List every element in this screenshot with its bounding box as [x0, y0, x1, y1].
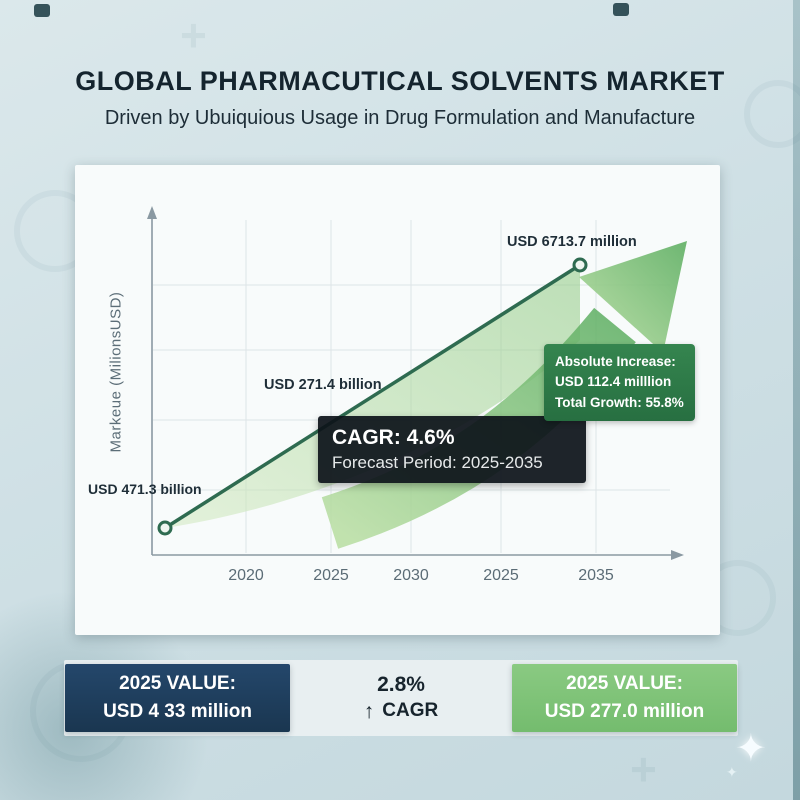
cagr-value: CAGR: 4.6%	[332, 426, 455, 449]
cagr-badge: CAGR: 4.6% Forecast Period: 2025-2035	[318, 416, 586, 483]
y-axis-label: Markeue (MilionsUSD)	[107, 291, 125, 453]
x-tick: 2025	[483, 567, 519, 584]
value-box-2025-right: 2025 VALUE: USD 277.0 million	[512, 664, 737, 732]
increase-value: USD 112.4 milllion	[555, 374, 672, 390]
chart-axes	[147, 206, 684, 560]
start-marker	[157, 520, 173, 536]
trend-line	[164, 263, 581, 530]
header: GLOBAL PHARMACUTICAL SOLVENTS MARKET Dri…	[0, 66, 800, 130]
up-arrow-icon: ↑	[363, 700, 375, 723]
sparkle-icon-small: ✦	[726, 764, 738, 780]
end-value-label: USD 6713.7 million	[507, 234, 637, 250]
total-growth: Total Growth: 55.8%	[555, 394, 684, 410]
x-tick: 2020	[228, 567, 264, 584]
cagr-label: CAGR	[382, 700, 439, 722]
left-box-label: 2025 VALUE:	[119, 673, 236, 695]
footer-cagr-center: 2.8% ↑ CAGR	[290, 664, 512, 732]
right-box-value: USD 277.0 million	[544, 701, 705, 722]
corner-ornament	[34, 4, 50, 17]
background-doodle: +	[180, 9, 207, 61]
x-tick: 2025	[313, 567, 349, 584]
edge-strip	[793, 0, 800, 800]
value-box-2025-left: 2025 VALUE: USD 4 33 million	[65, 664, 290, 732]
x-tick: 2030	[393, 567, 429, 584]
x-tick: 2035	[578, 567, 614, 584]
sparkle-icon: ✦	[735, 728, 767, 770]
background-doodle: +	[630, 743, 657, 795]
page-subtitle: Driven by Ubuiquious Usage in Drug Formu…	[104, 107, 696, 129]
right-box-label: 2025 VALUE:	[566, 673, 683, 695]
start-value-label: USD 471.3 billion	[88, 481, 202, 497]
end-marker	[572, 257, 588, 273]
increase-title: Absolute Increase:	[555, 354, 676, 369]
corner-ornament	[613, 3, 629, 16]
chart-card: Markeue (MilionsUSD) USD 471.3 billion U…	[75, 165, 720, 635]
forecast-period: Forecast Period: 2025-2035	[332, 453, 543, 473]
left-box-value: USD 4 33 million	[103, 701, 252, 722]
background-doodle	[744, 80, 800, 148]
page-title: GLOBAL PHARMACUTICAL SOLVENTS MARKET	[75, 66, 725, 96]
cagr-percent: 2.8%	[377, 672, 425, 696]
absolute-increase-badge: Absolute Increase: USD 112.4 milllion To…	[544, 344, 695, 421]
growth-arrow-head	[579, 241, 687, 353]
mid-value-label: USD 271.4 billion	[264, 377, 382, 393]
